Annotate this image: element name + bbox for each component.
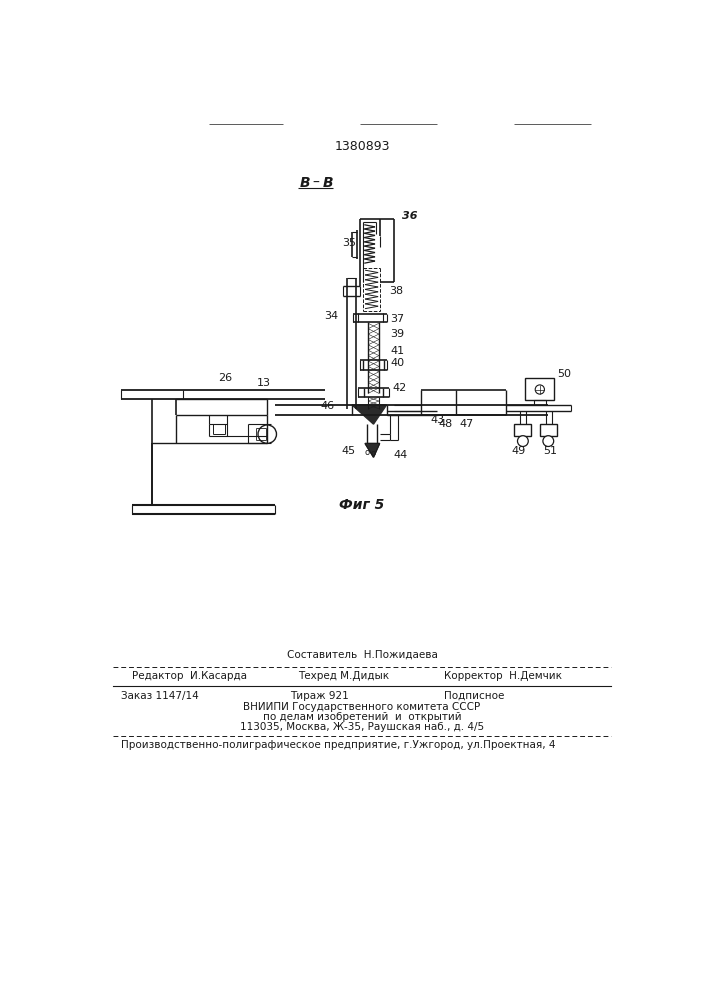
Text: 45: 45 [341, 446, 356, 456]
Text: o: o [365, 448, 370, 457]
Text: 26: 26 [218, 373, 232, 383]
Text: Тираж 921: Тираж 921 [291, 691, 349, 701]
Text: Составитель  Н.Пожидаева: Составитель Н.Пожидаева [286, 650, 438, 660]
Text: 35: 35 [341, 238, 356, 248]
Text: 34: 34 [324, 311, 338, 321]
Polygon shape [352, 405, 387, 424]
Text: B: B [300, 176, 310, 190]
Text: 47: 47 [460, 419, 474, 429]
Text: o: o [371, 449, 376, 458]
Text: 46: 46 [321, 401, 335, 411]
Text: Техред М.Дидык: Техред М.Дидык [298, 671, 389, 681]
Text: Производственно-полиграфическое предприятие, г.Ужгород, ул.Проектная, 4: Производственно-полиграфическое предприя… [121, 740, 556, 750]
Bar [514, 424, 530, 436]
Text: 51: 51 [544, 446, 558, 456]
Text: Корректор  Н.Демчик: Корректор Н.Демчик [444, 671, 562, 681]
Bar [540, 424, 557, 436]
Circle shape [543, 436, 554, 446]
Text: Редактор  И.Касарда: Редактор И.Касарда [132, 671, 247, 681]
Text: 50: 50 [558, 369, 571, 379]
Text: 41: 41 [390, 346, 404, 356]
Text: 42: 42 [392, 383, 407, 393]
Circle shape [518, 436, 528, 446]
Text: 48: 48 [438, 419, 452, 429]
Text: 37: 37 [390, 314, 404, 324]
Text: Заказ 1147/14: Заказ 1147/14 [121, 691, 199, 701]
Text: ВНИИПИ Государственного комитета СССР: ВНИИПИ Государственного комитета СССР [243, 702, 481, 712]
Text: 1380893: 1380893 [334, 140, 390, 153]
Text: по делам изобретений  и  открытий: по делам изобретений и открытий [262, 712, 461, 722]
Text: 38: 38 [389, 286, 403, 296]
Text: 13: 13 [257, 378, 270, 388]
Text: 40: 40 [390, 358, 404, 368]
Text: 39: 39 [390, 329, 404, 339]
Text: 43: 43 [431, 415, 445, 425]
Text: 113035, Москва, Ж-35, Раушская наб., д. 4/5: 113035, Москва, Ж-35, Раушская наб., д. … [240, 722, 484, 732]
Text: 36: 36 [402, 211, 418, 221]
Text: 49: 49 [511, 446, 525, 456]
Text: B: B [322, 176, 333, 190]
Circle shape [258, 425, 276, 443]
Text: Подписное: Подписное [444, 691, 505, 701]
Text: 44: 44 [394, 450, 408, 460]
Polygon shape [365, 443, 380, 457]
Circle shape [535, 385, 544, 394]
Bar [525, 378, 554, 400]
Text: Фиг 5: Фиг 5 [339, 498, 385, 512]
Text: –: – [312, 176, 319, 190]
